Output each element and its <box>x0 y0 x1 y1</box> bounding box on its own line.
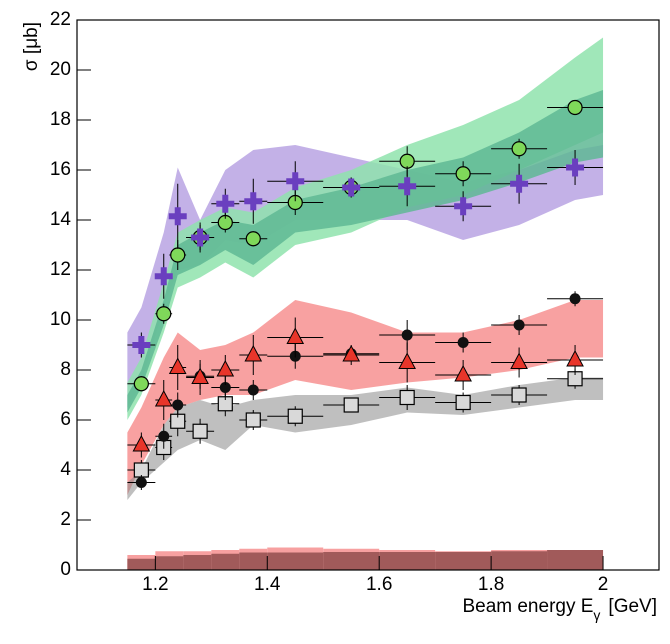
marker-circle <box>455 166 471 182</box>
marker-circle <box>567 99 583 116</box>
y-tick-label: 10 <box>50 309 71 330</box>
marker-cross <box>154 267 173 286</box>
y-tick-label: 20 <box>50 59 71 80</box>
frame <box>76 19 660 571</box>
band <box>127 90 604 413</box>
marker-cross <box>216 194 235 213</box>
marker-triangle <box>454 364 472 382</box>
marker-triangle <box>342 344 361 362</box>
marker-dot <box>457 337 469 348</box>
marker-square <box>511 387 527 403</box>
marker-triangle <box>286 327 305 344</box>
sys-lower-bar <box>323 552 380 570</box>
sys-lower-bar <box>547 550 604 570</box>
marker-triangle <box>566 349 584 367</box>
marker-dot <box>513 319 525 331</box>
x-tick-label: 1.6 <box>366 574 392 595</box>
marker-triangle <box>244 344 263 362</box>
marker-circle <box>399 153 415 169</box>
sys-lower-bar <box>379 552 436 570</box>
marker-cross <box>398 177 417 196</box>
marker-cross <box>244 192 263 211</box>
marker-dot <box>219 382 231 393</box>
marker-circle <box>511 141 527 157</box>
y-tick-label: 16 <box>50 159 71 180</box>
marker-square <box>133 462 149 478</box>
marker-square <box>399 389 415 406</box>
marker-dot <box>172 399 184 411</box>
marker-triangle <box>510 352 528 369</box>
marker-dot <box>569 293 581 305</box>
sys-lower-bar <box>267 552 324 570</box>
marker-triangle <box>132 434 151 452</box>
marker-triangle <box>398 352 417 369</box>
x-tick-label: 1.8 <box>478 574 504 595</box>
marker-square <box>343 397 359 413</box>
y-tick-label: 22 <box>50 9 71 30</box>
marker-dot <box>247 384 259 396</box>
band <box>127 37 604 420</box>
marker-dot <box>401 329 413 341</box>
y-tick-label: 2 <box>60 509 71 530</box>
sys-lower-bar <box>183 555 212 570</box>
marker-cross <box>454 197 473 216</box>
marker-square <box>192 423 208 439</box>
x-tick-label: 2 <box>598 574 609 595</box>
marker-triangle <box>154 389 173 407</box>
marker-circle <box>133 376 149 392</box>
marker-cross <box>132 336 151 354</box>
x-tick-label: 1.4 <box>254 574 281 595</box>
marker-cross <box>168 207 187 226</box>
y-tick-label: 12 <box>50 259 71 280</box>
sys-lower-bar <box>491 551 548 570</box>
marker-triangle <box>191 367 209 384</box>
y-tick-label: 0 <box>60 559 71 580</box>
marker-cross <box>191 228 210 247</box>
marker-circle <box>170 247 186 263</box>
marker-square <box>455 394 471 411</box>
plot-area <box>127 37 604 570</box>
marker-dot <box>158 430 170 442</box>
marker-circle <box>156 306 172 322</box>
sys-lower-bar <box>127 558 156 570</box>
y-tick-label: 6 <box>60 409 71 430</box>
x-label-sub: γ <box>593 607 600 623</box>
marker-cross <box>286 172 305 191</box>
marker-cross <box>566 158 585 177</box>
x-label-unit: [GeV] <box>608 596 657 617</box>
y-tick-label: 8 <box>60 359 71 380</box>
sys-lower-bar <box>239 552 268 570</box>
sys-lower-bar <box>155 556 184 570</box>
x-axis-label: Beam energy Eγ [GeV] <box>462 596 657 623</box>
marker-cross <box>342 178 361 197</box>
marker-triangle <box>168 357 187 374</box>
sys-lower-bar <box>211 553 240 570</box>
marker-triangle <box>216 359 235 377</box>
y-tick-label: 14 <box>50 209 72 230</box>
marker-square <box>287 408 303 424</box>
band <box>127 377 604 500</box>
y-tick-label: 4 <box>60 459 71 480</box>
marker-dot <box>135 477 147 488</box>
y-tick-label: 18 <box>50 109 71 130</box>
x-tick-label: 1.2 <box>142 574 168 595</box>
band <box>127 145 604 408</box>
band <box>127 300 604 495</box>
y-axis-label: σ [μb] <box>21 22 42 71</box>
marker-cross <box>510 174 529 193</box>
marker-square <box>245 412 261 428</box>
sys-lower-bar <box>435 552 492 570</box>
x-label-main: Beam energy E <box>462 596 593 617</box>
marker-circle <box>245 231 261 247</box>
